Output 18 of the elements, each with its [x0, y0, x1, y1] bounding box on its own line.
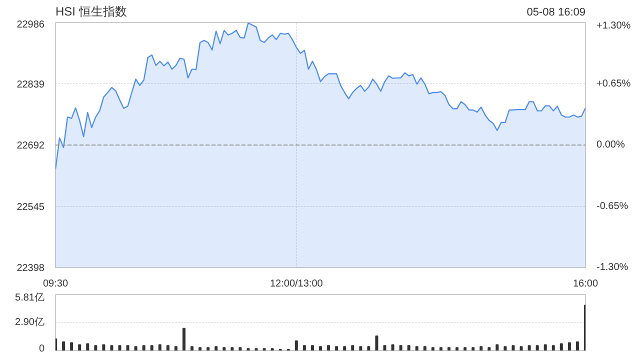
y-tick-label: 0 — [38, 344, 45, 354]
x-tick-label: 09:30 — [42, 278, 68, 290]
y-tick-label: 2.90亿 — [15, 317, 45, 328]
y-tick-label: 22545 — [16, 202, 45, 213]
y-tick-label: 22398 — [16, 263, 45, 274]
y-tick-label: 22692 — [16, 140, 45, 152]
y-tick-label: 22986 — [16, 20, 45, 30]
y-tick-label: 22839 — [16, 79, 45, 90]
y2-tick-label: +1.30% — [596, 20, 631, 32]
y2-tick-label: -1.30% — [596, 262, 628, 273]
chart-title: HSI 恒生指数 — [56, 4, 127, 18]
text: 05-08 16:09 — [526, 6, 586, 18]
x-tick-label: 12:00/13:00 — [270, 278, 324, 290]
y2-tick-label: -0.65% — [596, 200, 628, 212]
y-tick-label: 5.81亿 — [15, 292, 45, 304]
x-tick-label: 16:00 — [572, 278, 598, 290]
y2-tick-label: +0.65% — [596, 78, 631, 90]
y2-tick-label: 0.00% — [596, 140, 625, 150]
